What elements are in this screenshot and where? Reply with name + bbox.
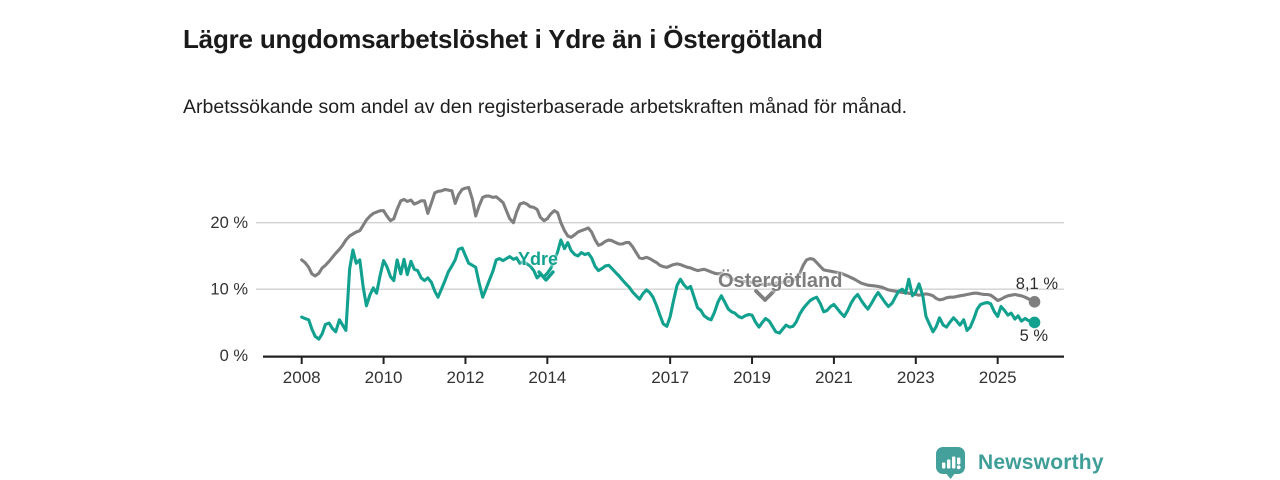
ydre-pointer-icon (537, 270, 555, 282)
x-tick-label: 2017 (651, 368, 689, 387)
brand-wordmark: Newsworthy (978, 451, 1104, 474)
newsworthy-bubble-icon (936, 447, 965, 479)
x-tick-label: 2019 (733, 368, 771, 387)
y-tick-label: 0 % (220, 347, 249, 365)
ostergotland-pointer-icon (754, 289, 776, 302)
page-title: Lägre ungdomsarbetslöshet i Ydre än i Ös… (183, 24, 823, 55)
end-dot-ydre (1028, 316, 1041, 329)
series-label-ydre: Ydre (518, 249, 559, 269)
y-tick-label: 20 % (210, 214, 248, 232)
x-tick-label: 2014 (528, 368, 566, 387)
series-line-ydre (300, 238, 1037, 341)
end-value-label-ydre: 5 % (1019, 327, 1048, 345)
series-label-ostergotland: Östergötland (718, 270, 843, 292)
end-value-label-ostergotland: 8,1 % (1015, 275, 1058, 293)
series-line-ostergotland (300, 185, 1037, 304)
y-tick-label: 10 % (210, 281, 248, 299)
x-tick-label: 2023 (897, 368, 935, 387)
x-tick-label: 2025 (979, 368, 1017, 387)
x-tick-label: 2008 (283, 368, 321, 387)
x-tick-label: 2021 (815, 368, 853, 387)
end-dot-ostergotland (1028, 296, 1041, 308)
chart-subtitle: Arbetssökande som andel av den registerb… (183, 95, 908, 118)
newsworthy-logo[interactable]: Newsworthy (934, 445, 1104, 480)
x-tick-label: 2010 (365, 368, 403, 387)
x-tick-label: 2012 (447, 368, 485, 387)
